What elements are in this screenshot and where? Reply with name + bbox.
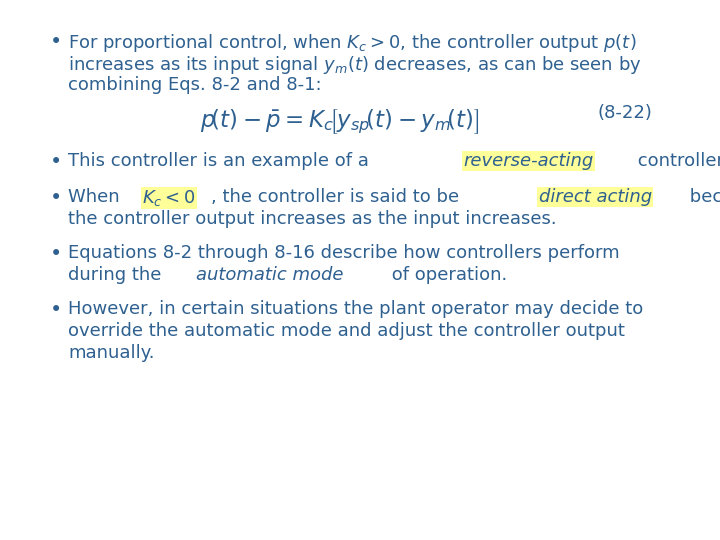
Text: (8-22): (8-22) — [598, 104, 652, 122]
Text: $p\!\left(t\right)-\bar{p}=K_c\!\left[y_{sp}\!\left(t\right)-y_m\!\left(t\right): $p\!\left(t\right)-\bar{p}=K_c\!\left[y_… — [200, 108, 480, 137]
Text: However, in certain situations the plant operator may decide to: However, in certain situations the plant… — [68, 300, 643, 318]
Text: •: • — [50, 32, 62, 52]
Text: controller.: controller. — [631, 152, 720, 170]
Text: manually.: manually. — [68, 344, 155, 362]
Text: •: • — [50, 188, 62, 208]
Text: Equations 8-2 through 8-16 describe how controllers perform: Equations 8-2 through 8-16 describe how … — [68, 244, 620, 262]
Text: direct acting: direct acting — [539, 188, 652, 206]
Text: For proportional control, when $K_c > 0$, the controller output $p(t)$: For proportional control, when $K_c > 0$… — [68, 32, 636, 54]
Text: •: • — [50, 244, 62, 264]
Text: •: • — [50, 152, 62, 172]
Text: This controller is an example of a: This controller is an example of a — [68, 152, 374, 170]
Text: the controller output increases as the input increases.: the controller output increases as the i… — [68, 210, 557, 228]
Text: •: • — [50, 300, 62, 320]
Text: of operation.: of operation. — [386, 266, 508, 284]
Text: combining Eqs. 8-2 and 8-1:: combining Eqs. 8-2 and 8-1: — [68, 76, 322, 94]
Text: during the: during the — [68, 266, 167, 284]
Text: automatic mode: automatic mode — [196, 266, 343, 284]
Text: $K_c < 0$: $K_c < 0$ — [142, 188, 195, 208]
Text: reverse-acting: reverse-acting — [464, 152, 594, 170]
Text: When: When — [68, 188, 125, 206]
Text: , the controller is said to be: , the controller is said to be — [211, 188, 465, 206]
Text: because: because — [685, 188, 720, 206]
Text: override the automatic mode and adjust the controller output: override the automatic mode and adjust t… — [68, 322, 625, 340]
Text: increases as its input signal $y_m(t)$ decreases, as can be seen by: increases as its input signal $y_m(t)$ d… — [68, 54, 642, 76]
